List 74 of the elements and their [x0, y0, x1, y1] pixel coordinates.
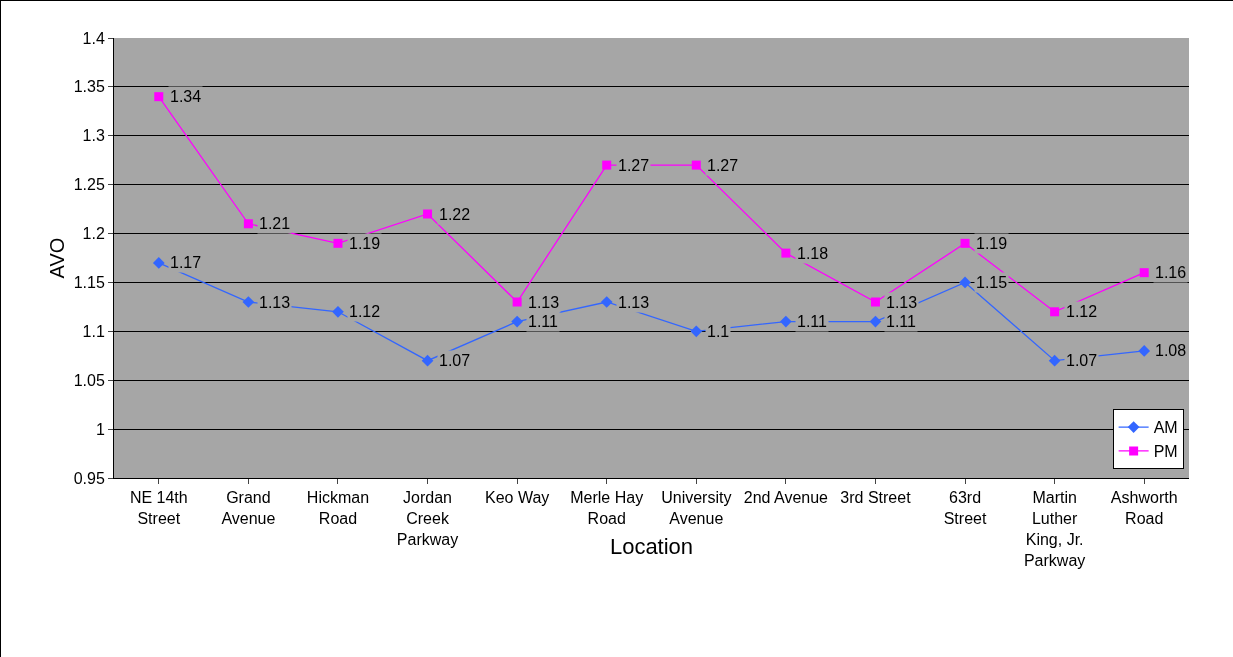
data-label: 1.11	[886, 313, 917, 330]
x-tick-label: 2nd Avenue	[743, 489, 829, 507]
data-label: 1.11	[797, 313, 828, 330]
data-label: 1.07	[439, 352, 471, 369]
x-tick-label: NE 14th Street	[129, 489, 188, 527]
y-tick-label: 1.3	[82, 127, 105, 145]
x-tick-label: Keo Way	[484, 489, 550, 507]
data-label: 1.19	[349, 235, 381, 252]
point	[511, 315, 523, 328]
data-label: 1.08	[1155, 342, 1187, 359]
point	[333, 238, 343, 248]
point	[332, 305, 344, 318]
y-tick-label: 1.2	[82, 225, 105, 243]
x-tick-label: Jordan Creek Parkway	[396, 489, 459, 548]
point	[243, 219, 253, 229]
data-label: 1.21	[259, 215, 291, 232]
point	[870, 297, 880, 307]
point	[242, 296, 255, 308]
point	[1139, 268, 1149, 278]
data-label: 1.16	[1155, 264, 1187, 281]
data-label: 1.13	[886, 294, 918, 311]
x-tick-label: Hickman Road	[306, 489, 370, 527]
x-tick-label: 3rd Street	[840, 489, 912, 507]
data-label: 1.17	[170, 254, 202, 271]
point	[1048, 354, 1061, 367]
data-label: 1.18	[797, 245, 829, 262]
point	[959, 276, 971, 289]
point	[600, 296, 613, 308]
y-tick-label: 1.1	[82, 322, 105, 340]
legend-label: AM	[1153, 419, 1178, 437]
x-tick-label: Grand Avenue	[221, 489, 276, 527]
y-tick-label: 1	[95, 420, 105, 438]
point	[602, 160, 612, 170]
y-tick-label: 1.35	[73, 78, 105, 96]
data-label: 1.11	[528, 313, 559, 330]
x-tick-label: Ashworth Road	[1110, 489, 1178, 527]
data-label: 1.34	[170, 88, 202, 105]
data-label: 1.07	[1066, 352, 1098, 369]
point	[154, 92, 164, 102]
data-label: 1.27	[618, 157, 650, 174]
x-tick-label: University Avenue	[661, 489, 732, 527]
point	[152, 257, 165, 269]
point	[780, 315, 792, 328]
point	[1050, 307, 1060, 317]
data-label: 1.13	[528, 294, 560, 311]
data-label: 1.1	[707, 323, 730, 340]
y-tick-label: 0.95	[73, 469, 105, 487]
data-label: 1.22	[439, 206, 471, 223]
y-tick-label: 1.05	[73, 371, 105, 389]
point	[691, 160, 701, 170]
point	[781, 248, 791, 258]
point	[1138, 345, 1151, 357]
x-tick-label: Merle Hay Road	[570, 489, 644, 527]
y-tick-label: 1.4	[82, 29, 105, 47]
data-label: 1.15	[976, 274, 1008, 291]
data-label: 1.19	[976, 235, 1008, 252]
data-label: 1.27	[707, 157, 739, 174]
legend-label: PM	[1153, 443, 1178, 461]
x-tick-label: 63rd Street	[943, 489, 987, 527]
data-label: 1.13	[259, 294, 291, 311]
point	[423, 209, 433, 219]
y-tick-label: 1.25	[73, 176, 105, 194]
point	[690, 325, 703, 338]
data-label: 1.12	[1066, 303, 1098, 320]
y-axis-title: AVO	[46, 237, 68, 279]
x-tick-label: Martin Luther King, Jr. Parkway	[1023, 489, 1086, 569]
data-label: 1.12	[349, 303, 381, 320]
point	[421, 354, 434, 367]
point	[960, 238, 970, 248]
point	[512, 297, 522, 307]
x-axis-title: Location	[609, 534, 694, 559]
data-label: 1.13	[618, 294, 650, 311]
point	[869, 315, 882, 328]
y-tick-label: 1.15	[73, 274, 105, 292]
